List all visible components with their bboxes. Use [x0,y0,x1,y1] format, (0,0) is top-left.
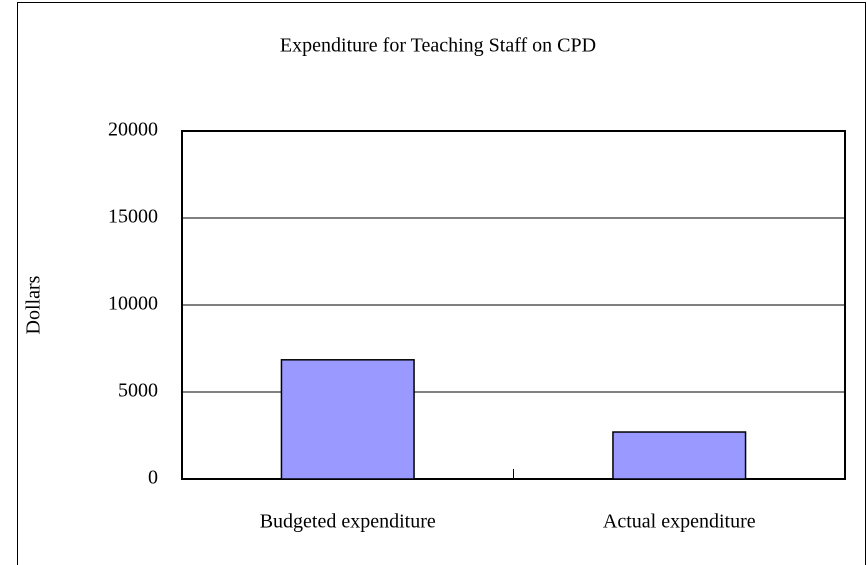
bar [280,359,415,480]
chart-border [17,2,866,565]
x-tick-label: Actual expenditure [603,511,756,533]
bar [612,431,747,480]
y-axis-label: Dollars [23,275,45,334]
y-tick-label: 0 [148,467,158,489]
y-tick-label: 5000 [118,380,158,402]
y-tick-label: 15000 [108,206,158,228]
y-tick-label: 20000 [108,119,158,141]
x-tick-label: Budgeted expenditure [260,511,436,533]
y-tick-label: 10000 [108,293,158,315]
chart-title: Expenditure for Teaching Staff on CPD [280,35,596,57]
